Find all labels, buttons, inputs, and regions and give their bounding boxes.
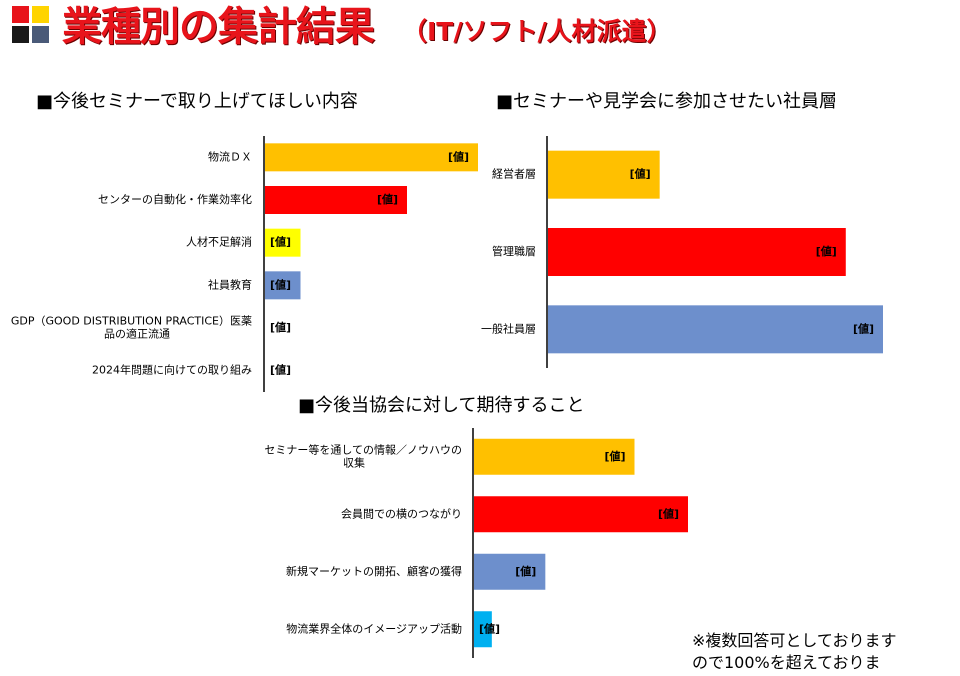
logo-square-black	[12, 26, 29, 43]
bar	[265, 271, 301, 300]
chart-seminar-topics: [値] 物流ＤＸ [値] センターの自動化・作業効率化 [値] 人材不足解消 [値] 社員教育…	[11, 136, 478, 392]
bar	[548, 305, 883, 354]
data-label: [値]	[479, 621, 500, 635]
tick-label: 物流ＤＸ	[208, 149, 252, 163]
page-title-main: 業種別の集計結果	[62, 4, 375, 50]
data-label: [値]	[270, 320, 291, 334]
tick-label: 社員教育	[208, 277, 252, 291]
data-label: [値]	[604, 449, 625, 463]
tick-label: 一般社員層	[481, 321, 536, 335]
data-label: [値]	[270, 277, 291, 291]
logo-square-yellow	[32, 6, 49, 23]
page-title-subtitle: （IT/ソフト/人材派遣）	[402, 17, 672, 46]
bar	[474, 553, 546, 590]
tick-label: GDP（GOOD DISTRIBUTION PRACTICE）医薬	[11, 315, 252, 328]
tick-label: 2024年問題に向けての取り組み	[92, 363, 252, 377]
tick-label: 経営者層	[492, 167, 536, 181]
bar	[265, 143, 478, 172]
bar	[474, 438, 635, 475]
data-label: [値]	[515, 564, 536, 578]
data-label: [値]	[270, 363, 291, 377]
page-title: 業種別の集計結果 （IT/ソフト/人材派遣）	[62, 2, 672, 52]
tick-label: 物流業界全体のイメージアップ活動	[286, 621, 462, 635]
bar	[548, 150, 660, 199]
data-label: [値]	[630, 167, 651, 181]
bar	[548, 228, 846, 276]
chart3-title: ■今後当協会に対して期待すること	[298, 395, 585, 416]
data-label: [値]	[853, 321, 874, 335]
tick-label: 品の適正流通	[104, 327, 170, 341]
footnote-line-1: ※複数回答可としております	[692, 631, 897, 650]
logo-square-slate	[32, 26, 49, 43]
bar	[474, 611, 492, 648]
bar	[265, 186, 407, 214]
chart1-title: ■今後セミナーで取り上げてほしい内容	[36, 91, 358, 112]
chart-employee-levels: [値] 経営者層 [値] 管理職層 [値] 一般社員層	[481, 136, 883, 368]
data-label: [値]	[270, 235, 291, 249]
tick-label: 新規マーケットの開拓、顧客の獲得	[286, 564, 462, 578]
data-label: [値]	[658, 506, 679, 520]
logo-square-red	[12, 6, 29, 23]
data-label: [値]	[448, 149, 469, 163]
tick-label: 収集	[343, 455, 365, 469]
data-label: [値]	[816, 244, 837, 258]
tick-label: 会員間での横のつながり	[341, 506, 462, 520]
data-label: [値]	[377, 192, 398, 206]
logo	[12, 6, 52, 46]
footnote: ※複数回答可としております ので100%を超えておりま	[692, 630, 896, 674]
tick-label: 管理職層	[492, 244, 536, 258]
tick-label: セミナー等を通しての情報／ノウハウの	[264, 442, 462, 456]
bar	[265, 228, 301, 257]
footnote-line-2: ので100%を超えておりま	[692, 653, 881, 672]
bar	[474, 496, 688, 533]
tick-label: センターの自動化・作業効率化	[98, 192, 252, 206]
chart2-title: ■セミナーや見学会に参加させたい社員層	[496, 91, 838, 112]
tick-label: 人材不足解消	[186, 235, 252, 249]
